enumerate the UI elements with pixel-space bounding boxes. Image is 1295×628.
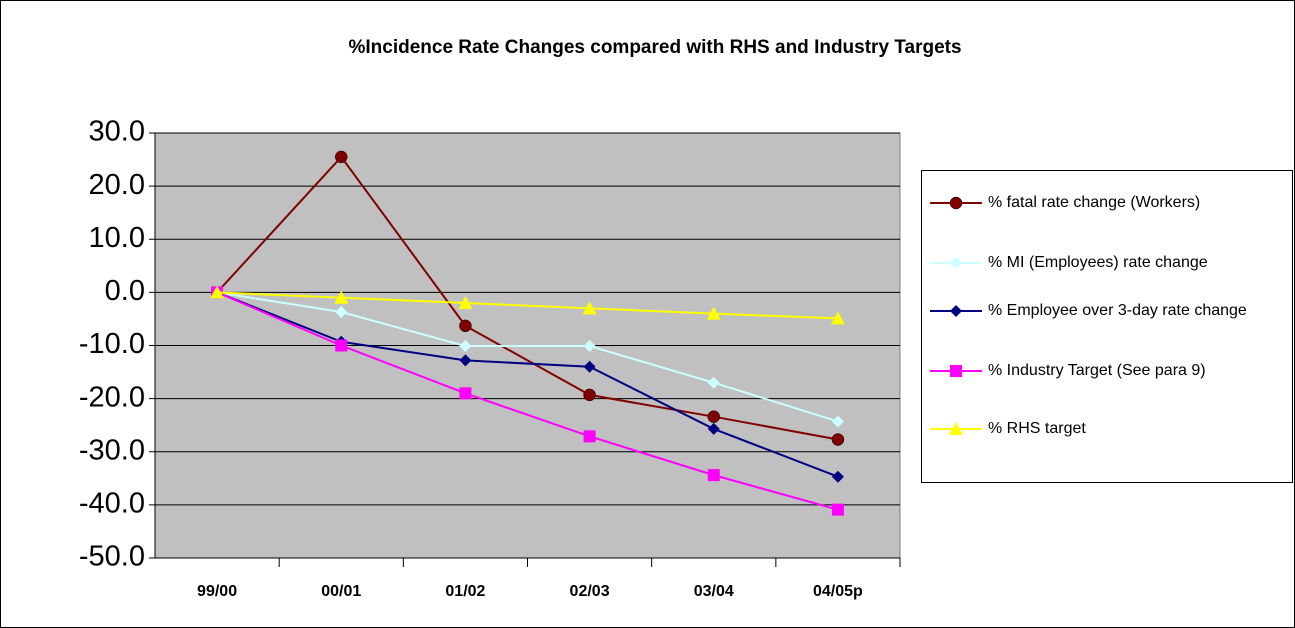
marker: [583, 340, 596, 353]
legend: % fatal rate change (Workers) % MI (Emplo…: [921, 170, 1293, 483]
marker: [706, 306, 721, 320]
legend-label: % fatal rate change (Workers): [988, 194, 1201, 211]
legend-label: % RHS target: [988, 420, 1086, 437]
series-line: [216, 291, 839, 511]
marker: [831, 470, 844, 483]
marker: [831, 415, 844, 428]
marker: [582, 301, 597, 315]
marker: [210, 285, 225, 299]
legend-symbol: [930, 365, 982, 377]
marker: [949, 422, 963, 435]
marker: [458, 296, 473, 309]
chart-title: %Incidence Rate Changes compared with RH…: [348, 37, 961, 58]
legend-entry: % Employee over 3-day rate change: [928, 301, 1284, 321]
marker: [459, 319, 472, 333]
series-line: [216, 155, 839, 441]
y-tick-label: 0.0: [105, 275, 145, 307]
marker: [949, 196, 963, 210]
marker: [583, 388, 596, 402]
y-tick-label: -40.0: [79, 488, 145, 520]
y-tick-label: -30.0: [79, 434, 145, 466]
legend-symbol: [930, 422, 982, 435]
marker: [831, 503, 844, 516]
marker: [583, 430, 596, 443]
y-tick-label: 20.0: [89, 169, 145, 201]
legend-entry: % RHS target: [928, 419, 1284, 439]
marker: [459, 340, 472, 353]
legend-label: % Employee over 3-day rate change: [988, 302, 1247, 319]
legend-entry: % MI (Employees) rate change: [928, 253, 1284, 273]
marker: [583, 360, 596, 373]
marker: [335, 339, 348, 352]
marker: [830, 311, 845, 325]
legend-label: % Industry Target (See para 9): [988, 362, 1206, 379]
marker: [335, 150, 348, 164]
marker: [459, 387, 472, 400]
marker: [950, 365, 962, 377]
marker: [459, 354, 472, 367]
marker: [831, 433, 845, 446]
series-line: [217, 291, 838, 320]
y-tick-label: -20.0: [79, 381, 145, 413]
x-tick-label: 01/02: [445, 583, 485, 600]
y-tick-label: -10.0: [79, 328, 145, 360]
marker: [334, 290, 349, 304]
y-tick-label: 30.0: [89, 116, 145, 148]
x-tick-label: 00/01: [321, 583, 361, 600]
legend-label: % MI (Employees) rate change: [988, 254, 1208, 271]
marker: [335, 306, 348, 319]
marker: [707, 422, 720, 435]
marker: [950, 305, 962, 317]
series-line: [216, 291, 839, 423]
legend-entry: % Industry Target (See para 9): [928, 361, 1284, 381]
legend-symbol: [930, 257, 982, 269]
marker: [950, 257, 962, 269]
x-tick-label: 02/03: [570, 583, 610, 600]
legend-symbol: [930, 196, 982, 210]
x-tick-label: 03/04: [694, 583, 734, 600]
marker: [707, 410, 720, 423]
y-tick-label: -50.0: [79, 541, 145, 573]
y-tick-label: 10.0: [89, 222, 145, 254]
x-tick-label: 99/00: [197, 583, 237, 600]
marker: [707, 376, 720, 389]
marker: [707, 469, 720, 482]
x-tick-label: 04/05p: [813, 583, 863, 600]
series-line: [216, 291, 839, 478]
legend-entry: % fatal rate change (Workers): [928, 193, 1284, 213]
legend-symbol: [930, 305, 982, 317]
